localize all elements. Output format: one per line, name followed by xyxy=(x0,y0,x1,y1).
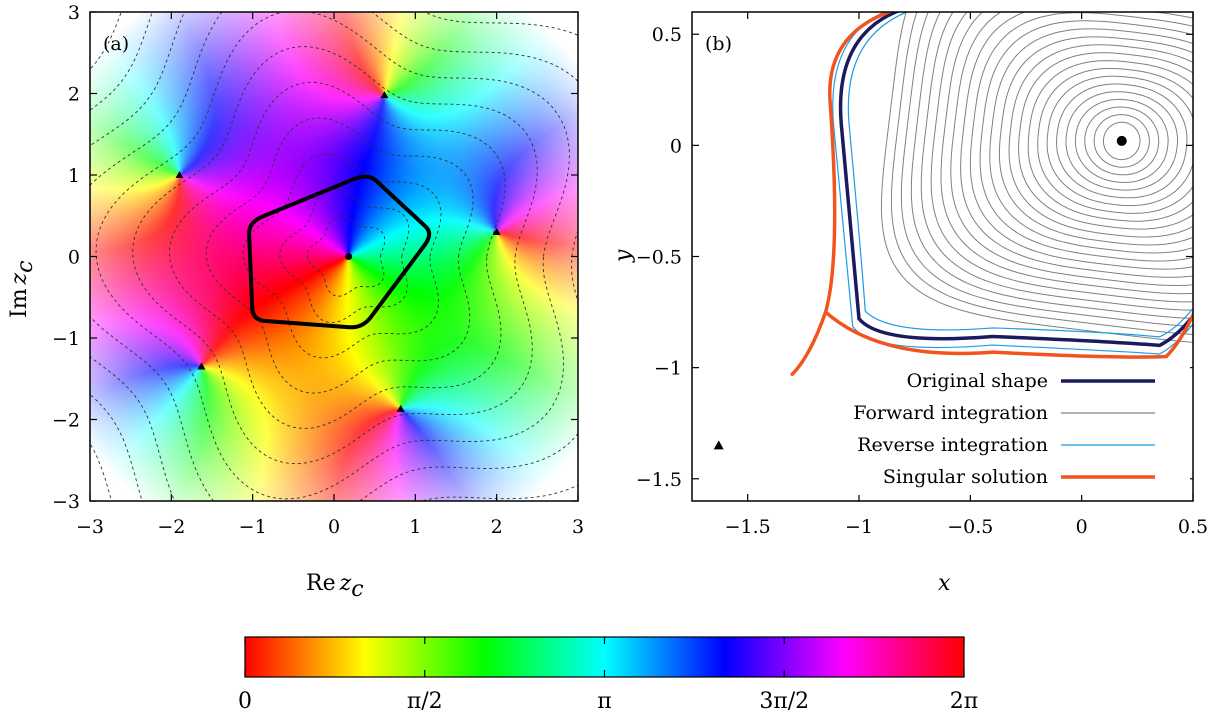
y-axis-label-var-a: z xyxy=(7,272,32,285)
colorbar-tick-label-2: π xyxy=(597,689,611,714)
x-axis-label-b: x xyxy=(938,571,951,596)
forward-integration-loop-14 xyxy=(979,20,1193,262)
contour-line-3 xyxy=(242,153,442,359)
panel-label-a: (a) xyxy=(103,33,129,55)
forward-integration-loop-12 xyxy=(998,36,1193,246)
y-tick-label-b-2: −0.5 xyxy=(636,247,682,269)
panel-b: −1.5 −1 −0.5 0 0.5 −1.5 −1 −0.5 0 0.5 (b) x y Ori… xyxy=(611,11,1208,596)
y-tick-label-a-5: 2 xyxy=(68,84,80,106)
forward-integration-loop-5 xyxy=(1065,91,1178,191)
zero-point-a xyxy=(345,253,353,260)
forward-integration-loop-15 xyxy=(969,12,1193,270)
forward-integration-loop-7 xyxy=(1046,75,1193,207)
forward-integration-loop-11 xyxy=(1008,44,1193,238)
forward-integration-loop-22 xyxy=(900,12,1193,327)
triangle-marker-b xyxy=(713,440,724,450)
y-axis-label-main-a: Im xyxy=(7,288,32,318)
x-axis-label-var-a: z xyxy=(339,571,352,596)
forward-integration-loop-19 xyxy=(930,12,1193,303)
forward-integration-loop-13 xyxy=(989,28,1193,254)
y-tick-label-a-0: −3 xyxy=(52,491,80,513)
legend: Original shape Forward integration Rever… xyxy=(853,365,1190,495)
pole-marker-1 xyxy=(380,91,389,99)
x-axis-label-sub-a: c xyxy=(351,577,363,602)
forward-integration-loop-23 xyxy=(890,12,1193,335)
x-tick-label-a-4: 1 xyxy=(409,516,421,538)
y-tick-label-a-6: 3 xyxy=(68,2,80,24)
y-tick-label-a-1: −2 xyxy=(52,410,80,432)
forward-integration-loop-10 xyxy=(1018,52,1193,230)
phase-heatmap xyxy=(90,12,578,501)
x-tick-label-b-3: 0 xyxy=(1076,516,1088,538)
colorbar-tick-label-0: 0 xyxy=(238,689,252,714)
x-axis-label-main-a: Re xyxy=(306,571,336,596)
colorbar-tick-label-3: 3π/2 xyxy=(759,689,809,714)
forward-integration-loop-1 xyxy=(1103,121,1141,161)
y-axis-label-b: y xyxy=(611,249,636,263)
x-tick-label-a-3: 0 xyxy=(328,516,340,538)
colorbar-ticks: 0 π/2 π 3π/2 2π xyxy=(238,637,978,714)
original-shape-curve xyxy=(838,12,1193,348)
x-tick-label-a-2: −1 xyxy=(239,516,267,538)
forward-integration-loop-2 xyxy=(1093,114,1150,168)
legend-label-original: Original shape xyxy=(907,370,1048,392)
y-tick-label-b-4: 0.5 xyxy=(652,24,682,46)
forward-integration-loop-17 xyxy=(950,12,1193,287)
x-tick-label-b-0: −1.5 xyxy=(725,516,771,538)
forward-integration-loop-18 xyxy=(940,12,1193,295)
x-tick-label-b-1: −1 xyxy=(845,516,873,538)
center-point-b xyxy=(1116,135,1127,146)
x-tick-label-b-4: 0.5 xyxy=(1178,516,1208,538)
pole-marker-2 xyxy=(175,171,184,178)
pole-marker-3 xyxy=(492,228,501,236)
y-tick-label-b-3: 0 xyxy=(670,135,682,157)
legend-label-singular: Singular solution xyxy=(883,466,1048,488)
x-tick-label-a-6: 3 xyxy=(572,516,584,538)
legend-label-forward: Forward integration xyxy=(853,402,1048,424)
y-tick-label-a-4: 1 xyxy=(68,165,80,187)
pole-marker-4 xyxy=(197,362,206,370)
y-tick-label-b-1: −1 xyxy=(654,358,682,380)
forward-integration-loop-24 xyxy=(880,12,1193,343)
contour-line-6 xyxy=(132,46,538,465)
legend-background xyxy=(855,365,1190,495)
singular-solution-curve xyxy=(790,12,1193,377)
colorbar: 0 π/2 π 3π/2 2π xyxy=(238,636,978,714)
forward-integration-loop-16 xyxy=(960,12,1193,278)
x-axis-label-a: Re zc xyxy=(306,571,364,602)
x-tick-label-a-5: 2 xyxy=(491,516,503,538)
shape-curve-a xyxy=(247,174,432,330)
ticks-a: −3 −2 −1 0 1 2 3 −3 −2 −1 0 1 2 3 xyxy=(52,2,584,538)
pole-marker-5 xyxy=(396,404,405,412)
colorbar-tick-label-1: π/2 xyxy=(407,689,443,714)
forward-integration-loop-3 xyxy=(1084,106,1160,176)
forward-integration-loop-6 xyxy=(1056,83,1188,199)
x-tick-label-a-0: −3 xyxy=(76,516,104,538)
y-tick-label-a-2: −1 xyxy=(52,328,80,350)
marks-a xyxy=(175,91,501,412)
forward-integration-loop-20 xyxy=(920,12,1193,311)
curves-b xyxy=(790,12,1193,377)
x-tick-label-b-2: −0.5 xyxy=(947,516,993,538)
forward-integration-loop-8 xyxy=(1037,68,1193,214)
legend-label-reverse: Reverse integration xyxy=(857,434,1048,456)
ticks-b: −1.5 −1 −0.5 0 0.5 −1.5 −1 −0.5 0 0.5 xyxy=(636,12,1208,538)
y-axis-label-a: Im zc xyxy=(7,261,38,318)
y-tick-label-b-0: −1.5 xyxy=(636,469,682,491)
marks-b xyxy=(713,135,1127,450)
panel-label-b: (b) xyxy=(705,33,732,55)
y-axis-label-sub-a: c xyxy=(13,261,38,273)
forward-integration-loop-21 xyxy=(910,12,1193,319)
x-tick-label-a-1: −2 xyxy=(157,516,185,538)
colorbar-tick-label-4: 2π xyxy=(950,689,978,714)
forward-integration-loop-4 xyxy=(1074,98,1169,184)
forward-integration-loop-9 xyxy=(1027,60,1193,222)
reverse-integration-curve-1 xyxy=(847,12,1193,338)
contour-line-5 xyxy=(169,81,506,429)
contour-line-1 xyxy=(306,215,386,297)
y-tick-label-a-3: 0 xyxy=(68,247,80,269)
